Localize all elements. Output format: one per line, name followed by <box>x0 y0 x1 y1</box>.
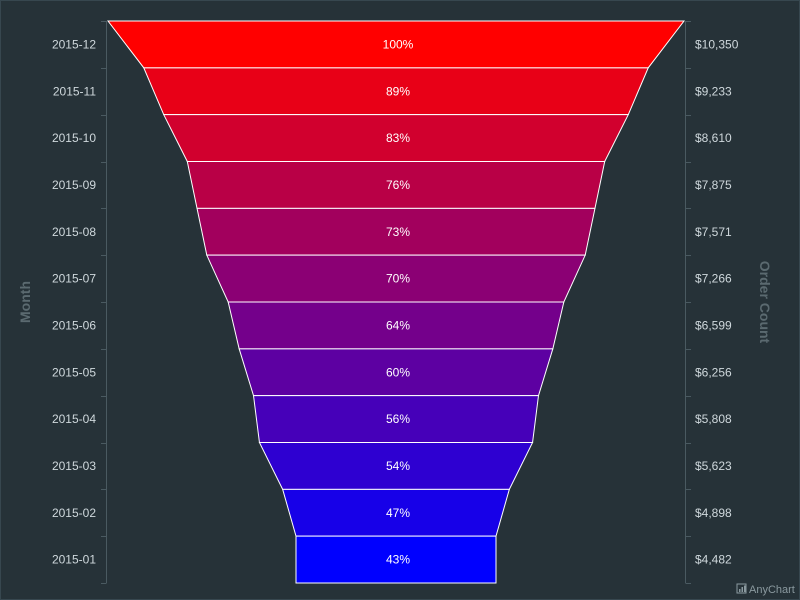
month-tick-label: 2015-05 <box>52 365 96 379</box>
anychart-logo-icon <box>736 583 747 594</box>
value-tick-label: $6,599 <box>695 318 732 332</box>
percent-label: 43% <box>386 553 410 567</box>
credit-text: AnyChart <box>749 584 795 596</box>
value-tick-label: $10,350 <box>695 37 739 51</box>
funnel-segments: 100% 89% 83% 76% 73% 70% 64% 60% 56% 54% 47% 43% <box>106 20 686 584</box>
credit-link[interactable]: AnyChart <box>736 583 795 596</box>
percent-label: 54% <box>386 459 410 473</box>
left-axis: 2015-12 2015-11 2015-10 2015-09 2015-08 2015-… <box>52 21 107 584</box>
left-axis-title: Month <box>17 281 33 323</box>
percent-label: 47% <box>386 506 410 520</box>
value-tick-label: $4,898 <box>695 506 732 520</box>
month-tick-label: 2015-10 <box>52 131 96 145</box>
value-tick-label: $4,482 <box>695 553 732 567</box>
value-tick-label: $7,266 <box>695 272 732 286</box>
right-axis-title: Order Count <box>757 261 773 344</box>
percent-label: 64% <box>386 318 410 332</box>
month-tick-label: 2015-08 <box>52 225 96 239</box>
month-tick-label: 2015-12 <box>52 37 96 51</box>
value-tick-label: $5,808 <box>695 412 732 426</box>
month-tick-label: 2015-03 <box>52 459 96 473</box>
percent-label: 56% <box>386 412 410 426</box>
right-axis: $10,350 $9,233 $8,610 $7,875 $7,571 $7,266 $6,… <box>685 21 739 584</box>
value-tick-label: $5,623 <box>695 459 732 473</box>
percent-label: 70% <box>386 272 410 286</box>
month-tick-label: 2015-11 <box>53 84 96 98</box>
month-tick-label: 2015-02 <box>52 506 96 520</box>
value-tick-label: $7,571 <box>695 225 732 239</box>
value-tick-label: $7,875 <box>695 178 732 192</box>
percent-label: 60% <box>386 365 410 379</box>
funnel-segment-2015-01[interactable] <box>295 535 497 584</box>
percent-label: 73% <box>386 225 410 239</box>
value-tick-label: $6,256 <box>695 365 732 379</box>
value-tick-label: $9,233 <box>695 84 732 98</box>
month-tick-label: 2015-06 <box>52 318 96 332</box>
month-tick-label: 2015-01 <box>52 553 96 567</box>
month-tick-label: 2015-04 <box>52 412 96 426</box>
percent-label: 83% <box>386 131 410 145</box>
percent-label: 89% <box>386 84 410 98</box>
month-tick-label: 2015-09 <box>52 178 96 192</box>
month-tick-label: 2015-07 <box>52 272 96 286</box>
value-tick-label: $8,610 <box>695 131 732 145</box>
percent-label: 76% <box>386 178 410 192</box>
percent-label: 100% <box>383 37 414 51</box>
